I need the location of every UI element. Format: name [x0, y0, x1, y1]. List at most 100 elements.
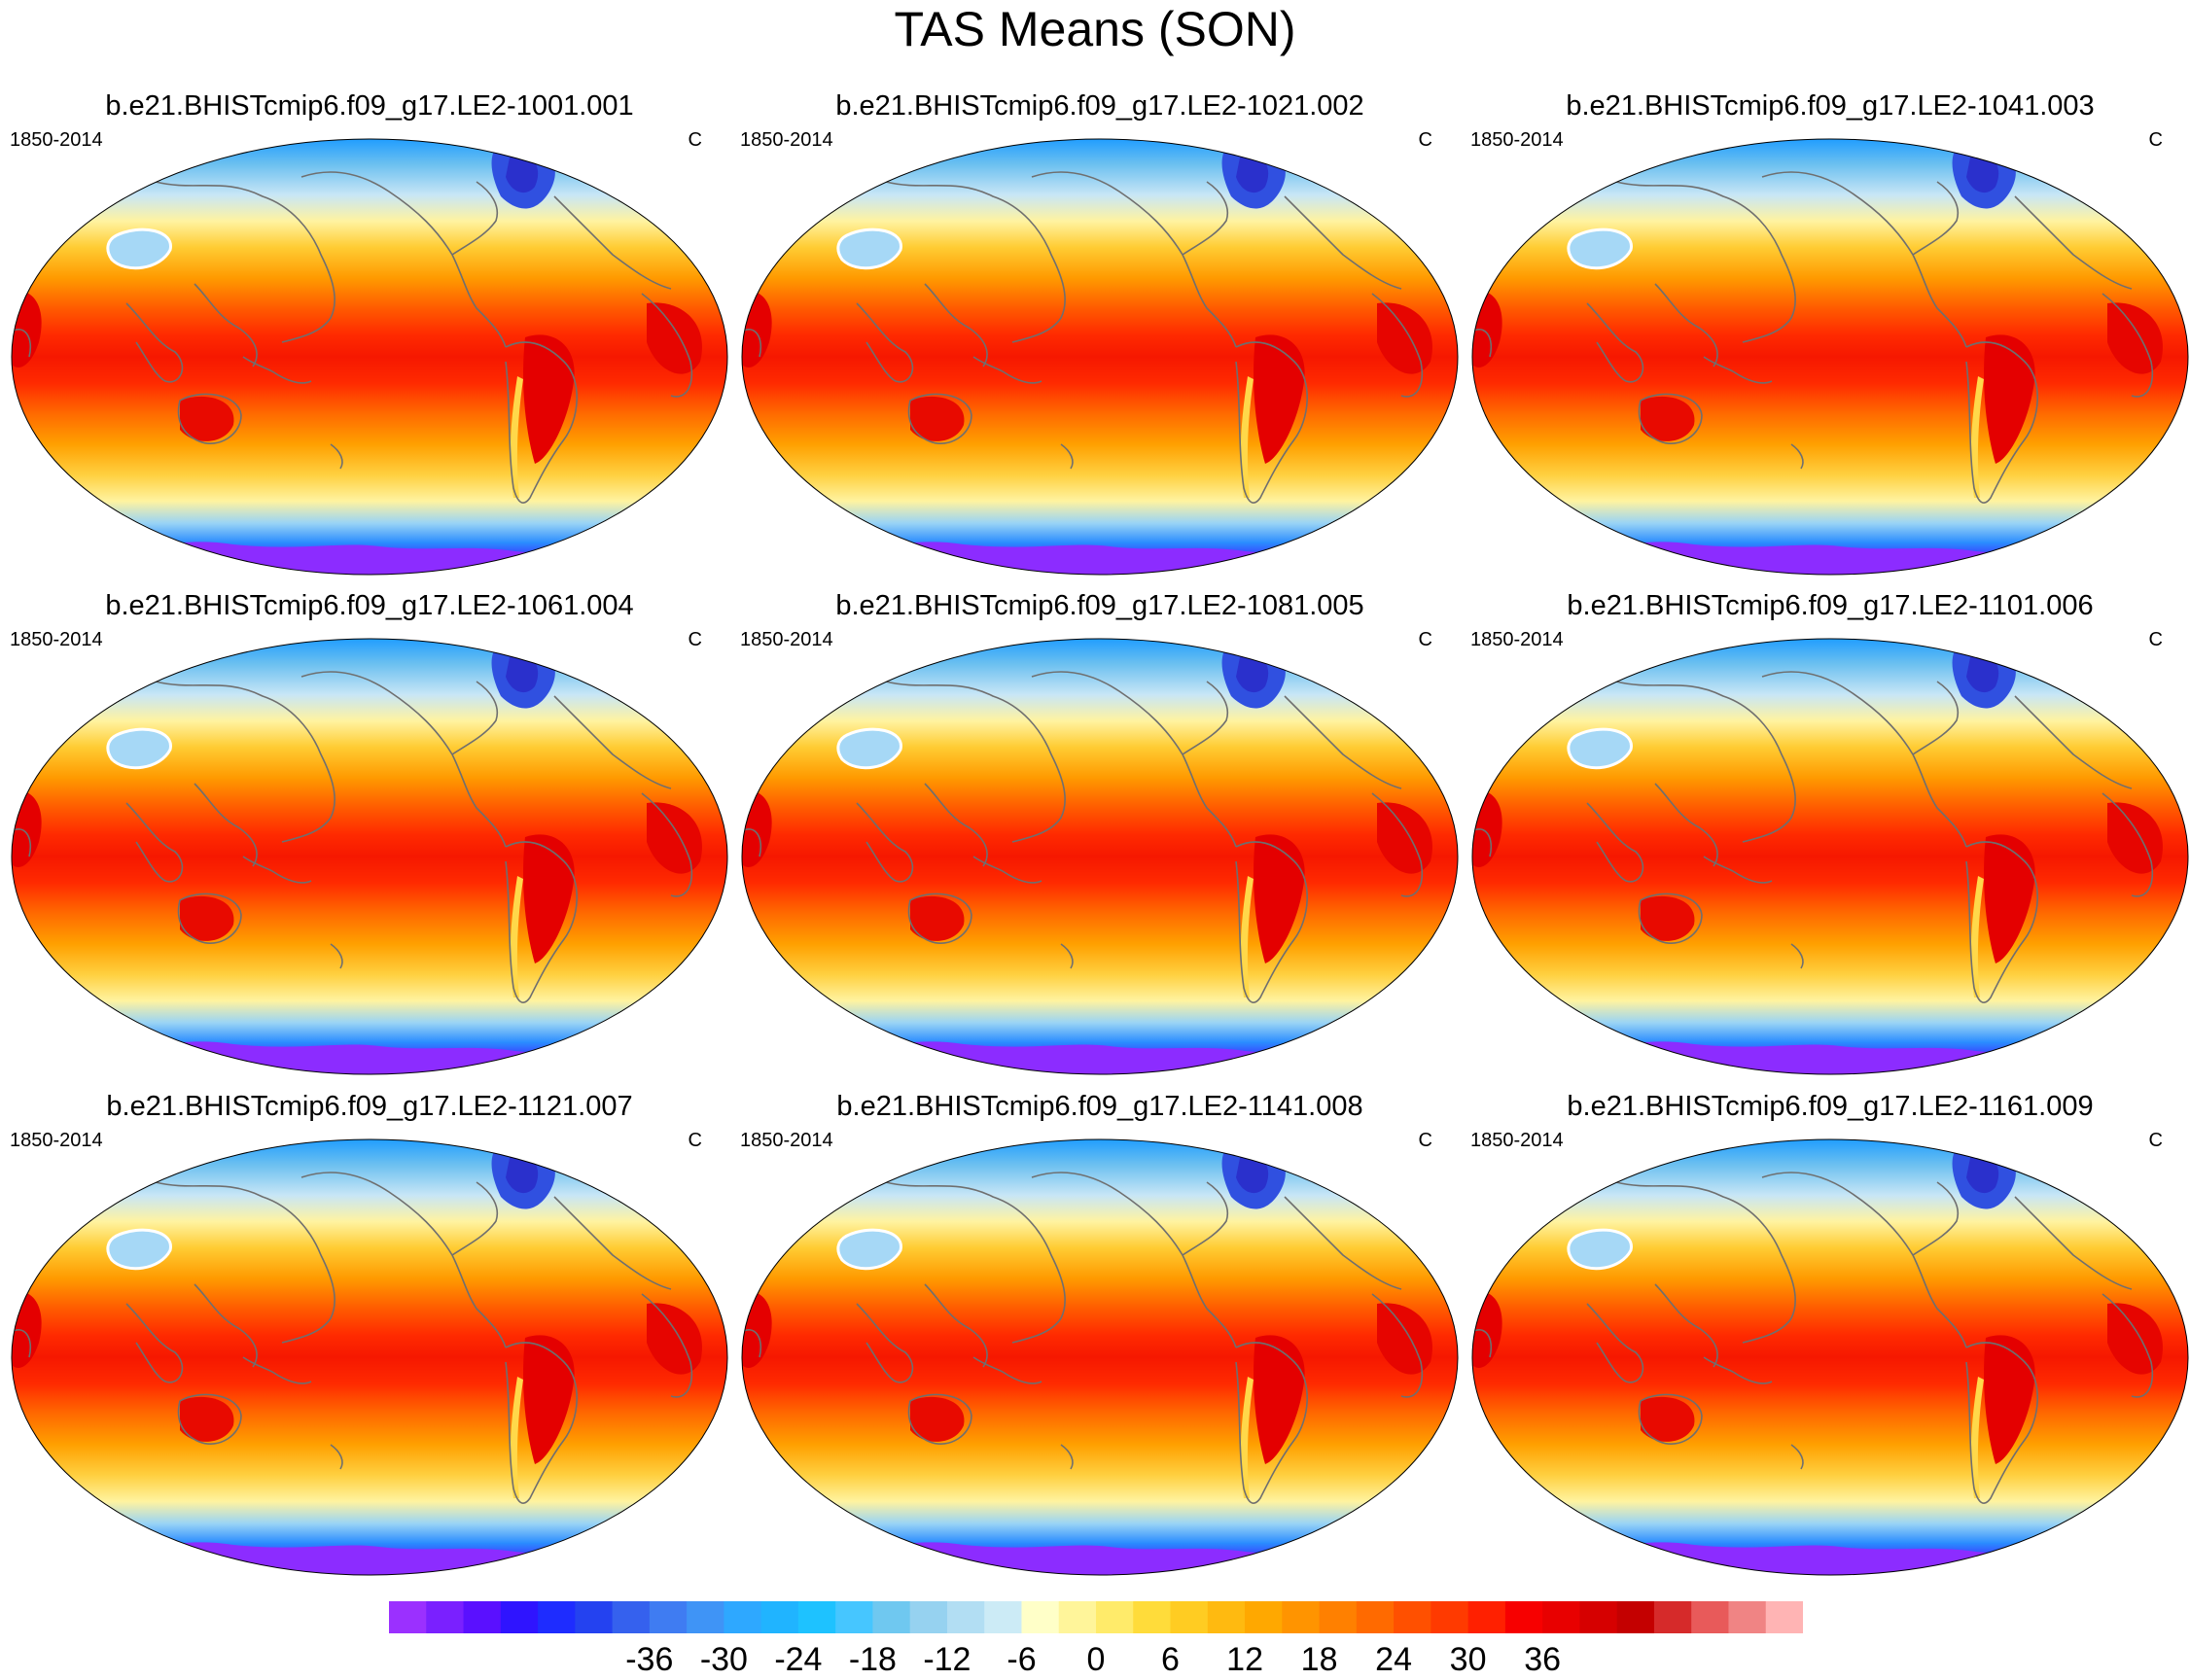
panel-period: 1850-2014 [1470, 129, 1564, 151]
colorbar-box [1170, 1601, 1209, 1633]
panel-period: 1850-2014 [740, 129, 833, 151]
colorbar-box [687, 1601, 724, 1633]
panel-title: b.e21.BHISTcmip6.f09_g17.LE2-1021.002 [835, 90, 1364, 122]
map-panel-9: b.e21.BHISTcmip6.f09_g17.LE2-1161.009 185… [1470, 1090, 2190, 1576]
panel-units: C [1418, 629, 1432, 650]
colorbar-box [1765, 1601, 1803, 1633]
colorbar-box [1245, 1601, 1283, 1633]
panel-units: C [688, 1130, 702, 1151]
map-panel [1471, 638, 2189, 1075]
colorbar-box [1058, 1601, 1097, 1633]
colorbar-box [1133, 1601, 1172, 1633]
panel-units: C [1418, 129, 1432, 151]
colorbar-tick-label: 0 [1086, 1641, 1106, 1678]
map-panel-5: b.e21.BHISTcmip6.f09_g17.LE2-1081.005 185… [740, 589, 1460, 1075]
colorbar-box [872, 1601, 911, 1633]
colorbar-box [1431, 1601, 1469, 1633]
colorbar-box [1579, 1601, 1618, 1633]
tibetan-plateau-region [836, 228, 902, 270]
colorbar-box [575, 1601, 614, 1633]
colorbar-tick-label: 6 [1161, 1641, 1180, 1678]
colorbar-tick-label: -12 [923, 1641, 971, 1678]
panel-title: b.e21.BHISTcmip6.f09_g17.LE2-1161.009 [1567, 1091, 2094, 1122]
colorbar-tick-label: 36 [1524, 1641, 1562, 1678]
map-panel-4: b.e21.BHISTcmip6.f09_g17.LE2-1061.004 185… [10, 589, 729, 1075]
panel-units: C [688, 629, 702, 650]
colorbar-tick-label: -36 [625, 1641, 674, 1678]
map-panel-6: b.e21.BHISTcmip6.f09_g17.LE2-1101.006 185… [1470, 589, 2190, 1075]
panel-units: C [2148, 629, 2163, 650]
colorbar-tick-label: -6 [1007, 1641, 1037, 1678]
colorbar-box [1021, 1601, 1060, 1633]
colorbar-box [1542, 1601, 1580, 1633]
colorbar-tick-label: 12 [1226, 1641, 1264, 1678]
map-panel-3: b.e21.BHISTcmip6.f09_g17.LE2-1041.003 185… [1470, 89, 2190, 576]
colorbar-tick-label: 30 [1449, 1641, 1487, 1678]
colorbar-box [797, 1601, 836, 1633]
panel-units: C [1418, 1130, 1432, 1151]
map-panel-1: b.e21.BHISTcmip6.f09_g17.LE2-1001.001 185… [10, 89, 729, 576]
map-panel [1471, 138, 2189, 576]
map-panel-2: b.e21.BHISTcmip6.f09_g17.LE2-1021.002 185… [740, 89, 1460, 576]
colorbar-box [612, 1601, 651, 1633]
panel-period: 1850-2014 [1470, 1130, 1564, 1151]
panel-period: 1850-2014 [10, 629, 103, 650]
colorbar-tick-label: -30 [699, 1641, 748, 1678]
panel-title: b.e21.BHISTcmip6.f09_g17.LE2-1121.007 [106, 1091, 633, 1122]
colorbar-box [835, 1601, 873, 1633]
colorbar-box [909, 1601, 948, 1633]
colorbar-box [1467, 1601, 1506, 1633]
colorbar-box [1728, 1601, 1767, 1633]
antarctica-region [88, 542, 652, 575]
tibetan-plateau-region [106, 228, 172, 270]
colorbar-box [1282, 1601, 1321, 1633]
colorbar-box [1691, 1601, 1729, 1633]
panel-units: C [2148, 129, 2163, 151]
panel-period: 1850-2014 [740, 1130, 833, 1151]
tibetan-plateau-region [106, 727, 172, 770]
colorbar-box [1394, 1601, 1431, 1633]
colorbar-box [984, 1601, 1022, 1633]
map-panel-7: b.e21.BHISTcmip6.f09_g17.LE2-1121.007 185… [10, 1090, 729, 1576]
colorbar-tick-label: 18 [1300, 1641, 1338, 1678]
antarctica-region [818, 1041, 1382, 1074]
panel-units: C [688, 129, 702, 151]
panel-period: 1850-2014 [10, 1130, 103, 1151]
panel-period: 1850-2014 [10, 129, 103, 151]
antarctica-region [88, 1041, 652, 1074]
panel-title: b.e21.BHISTcmip6.f09_g17.LE2-1041.003 [1566, 90, 2095, 122]
panel-title: b.e21.BHISTcmip6.f09_g17.LE2-1081.005 [835, 590, 1364, 621]
colorbar-box [649, 1601, 688, 1633]
colorbar-box [389, 1601, 427, 1633]
colorbar-box [500, 1601, 539, 1633]
colorbar-box [426, 1601, 465, 1633]
tibetan-plateau-region [1567, 727, 1633, 770]
antarctica-region [818, 1542, 1382, 1575]
colorbar-box [1356, 1601, 1395, 1633]
map-panel-8: b.e21.BHISTcmip6.f09_g17.LE2-1141.008 185… [740, 1090, 1460, 1576]
colorbar-box [1096, 1601, 1134, 1633]
panel-units: C [2148, 1130, 2163, 1151]
panel-period: 1850-2014 [1470, 629, 1564, 650]
tibetan-plateau-region [106, 1228, 172, 1271]
map-panel [1471, 1138, 2189, 1576]
colorbar-box [1504, 1601, 1543, 1633]
antarctica-region [88, 1542, 652, 1575]
colorbar-box [538, 1601, 576, 1633]
colorbar-tick-label: 24 [1375, 1641, 1413, 1678]
colorbar-box [1616, 1601, 1655, 1633]
tibetan-plateau-region [836, 1228, 902, 1271]
tibetan-plateau-region [1567, 228, 1633, 270]
colorbar-box [1207, 1601, 1246, 1633]
map-panel [11, 138, 728, 576]
colorbar [389, 1601, 1803, 1633]
map-panel [741, 1138, 1459, 1576]
figure-title: TAS Means (SON) [894, 2, 1296, 56]
colorbar-box [1653, 1601, 1692, 1633]
map-panel [741, 638, 1459, 1075]
antarctica-region [1548, 1041, 2112, 1074]
tibetan-plateau-region [836, 727, 902, 770]
colorbar-box [1319, 1601, 1358, 1633]
colorbar-box [463, 1601, 502, 1633]
map-panel [741, 138, 1459, 576]
